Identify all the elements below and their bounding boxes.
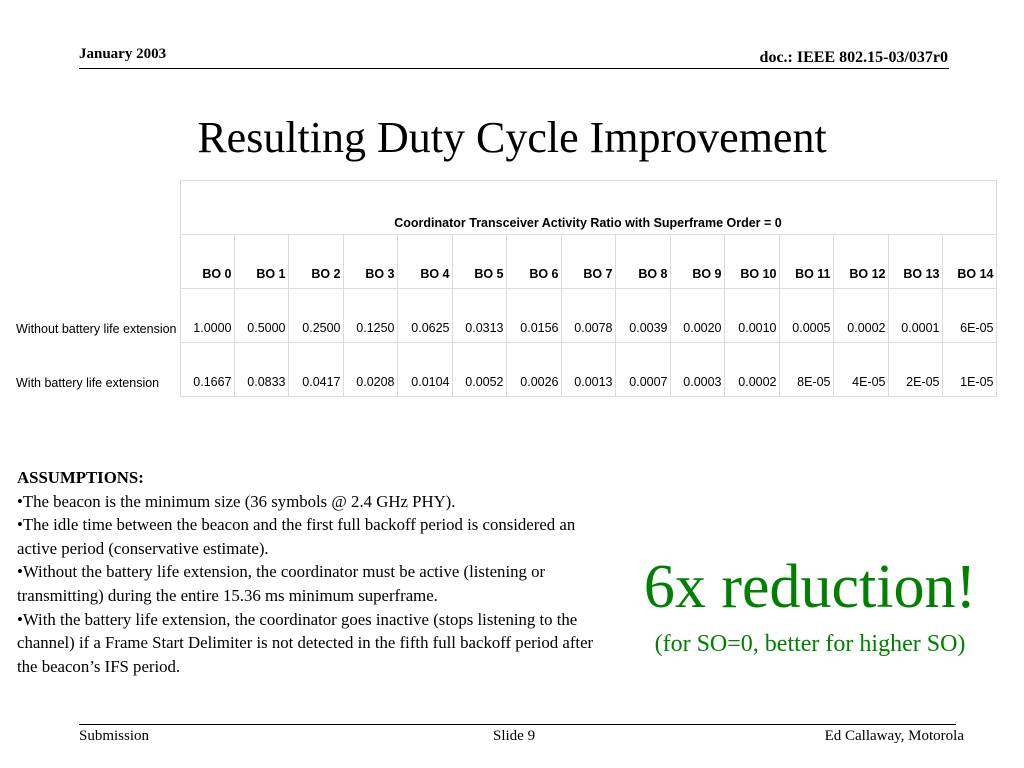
table-cell: 2E-05	[887, 342, 943, 397]
assumption-item: •The idle time between the beacon and th…	[17, 515, 576, 558]
table-cell: 0.0625	[396, 288, 453, 343]
column-header: BO 5	[451, 234, 507, 289]
column-header: BO 14	[941, 234, 997, 289]
table-cell: 1E-05	[941, 342, 997, 397]
column-header: BO 0	[179, 234, 235, 289]
table-corner-cell	[14, 181, 180, 235]
column-header: BO 4	[396, 234, 453, 289]
table-cell: 0.0417	[287, 342, 344, 397]
column-header: BO 1	[233, 234, 289, 289]
table-cell: 0.0039	[614, 288, 671, 343]
table-cell: 0.0026	[505, 342, 562, 397]
table-cell: 0.0002	[723, 342, 780, 397]
column-header: BO 3	[342, 234, 398, 289]
table-row: Without battery life extension 1.0000 0.…	[14, 288, 997, 343]
table-row: With battery life extension 0.1667 0.083…	[14, 342, 997, 397]
column-header: BO 2	[287, 234, 344, 289]
duty-cycle-table: Coordinator Transceiver Activity Ratio w…	[14, 180, 997, 397]
table-caption: Coordinator Transceiver Activity Ratio w…	[179, 180, 997, 235]
assumption-item: •Without the battery life extension, the…	[17, 562, 546, 605]
assumption-item: •With the battery life extension, the co…	[17, 609, 594, 676]
table-cell: 0.0052	[451, 342, 507, 397]
header-divider	[79, 68, 949, 69]
footer-slide-number: Slide 9	[493, 728, 536, 744]
table-cell: 6E-05	[941, 288, 997, 343]
footer-divider	[79, 724, 956, 725]
table-cell: 0.1250	[342, 288, 398, 343]
table-cell: 0.0156	[505, 288, 562, 343]
footer-submission: Submission	[79, 728, 150, 744]
table-corner-cell	[14, 235, 180, 289]
table-cell: 8E-05	[778, 342, 834, 397]
column-header: BO 6	[505, 234, 562, 289]
table-cell: 0.0833	[233, 342, 289, 397]
table-cell: 0.0313	[451, 288, 507, 343]
table-cell: 0.0020	[669, 288, 725, 343]
column-header: BO 13	[887, 234, 943, 289]
header-doc-id: doc.: IEEE 802.15-03/037r0	[759, 49, 948, 66]
column-header: BO 11	[778, 234, 834, 289]
slide-title: Resulting Duty Cycle Improvement	[197, 113, 827, 162]
table-cell: 0.0078	[560, 288, 616, 343]
table-header-row: BO 0 BO 1 BO 2 BO 3 BO 4 BO 5 BO 6 BO 7 …	[14, 234, 997, 289]
table-cell: 0.0003	[669, 342, 725, 397]
column-header: BO 12	[832, 234, 889, 289]
table-cell: 0.1667	[179, 342, 235, 397]
table-cell: 0.5000	[233, 288, 289, 343]
column-header: BO 10	[723, 234, 780, 289]
table-cell: 0.0007	[614, 342, 671, 397]
footer-author: Ed Callaway, Motorola	[824, 728, 964, 744]
header-date: January 2003	[79, 46, 167, 62]
column-header: BO 7	[560, 234, 616, 289]
assumption-item: •The beacon is the minimum size (36 symb…	[17, 491, 456, 511]
table-caption-row: Coordinator Transceiver Activity Ratio w…	[14, 180, 997, 235]
reduction-callout: 6x reduction!	[643, 553, 977, 621]
table-cell: 4E-05	[832, 342, 889, 397]
table-cell: 0.0013	[560, 342, 616, 397]
column-header: BO 8	[614, 234, 671, 289]
assumptions-block: ASSUMPTIONS: •The beacon is the minimum …	[17, 466, 597, 678]
table-cell: 0.0005	[778, 288, 834, 343]
column-header: BO 9	[669, 234, 725, 289]
table-cell: 0.2500	[287, 288, 344, 343]
reduction-callout-note: (for SO=0, better for higher SO)	[654, 631, 966, 657]
table-cell: 0.0002	[832, 288, 889, 343]
table-cell: 0.0001	[887, 288, 943, 343]
table-cell: 0.0104	[396, 342, 453, 397]
assumptions-heading: ASSUMPTIONS:	[17, 468, 144, 487]
row-label: Without battery life extension	[16, 321, 177, 336]
table-cell: 0.0208	[342, 342, 398, 397]
row-label: With battery life extension	[16, 375, 160, 390]
table-cell: 0.0010	[723, 288, 780, 343]
table-cell: 1.0000	[179, 288, 235, 343]
